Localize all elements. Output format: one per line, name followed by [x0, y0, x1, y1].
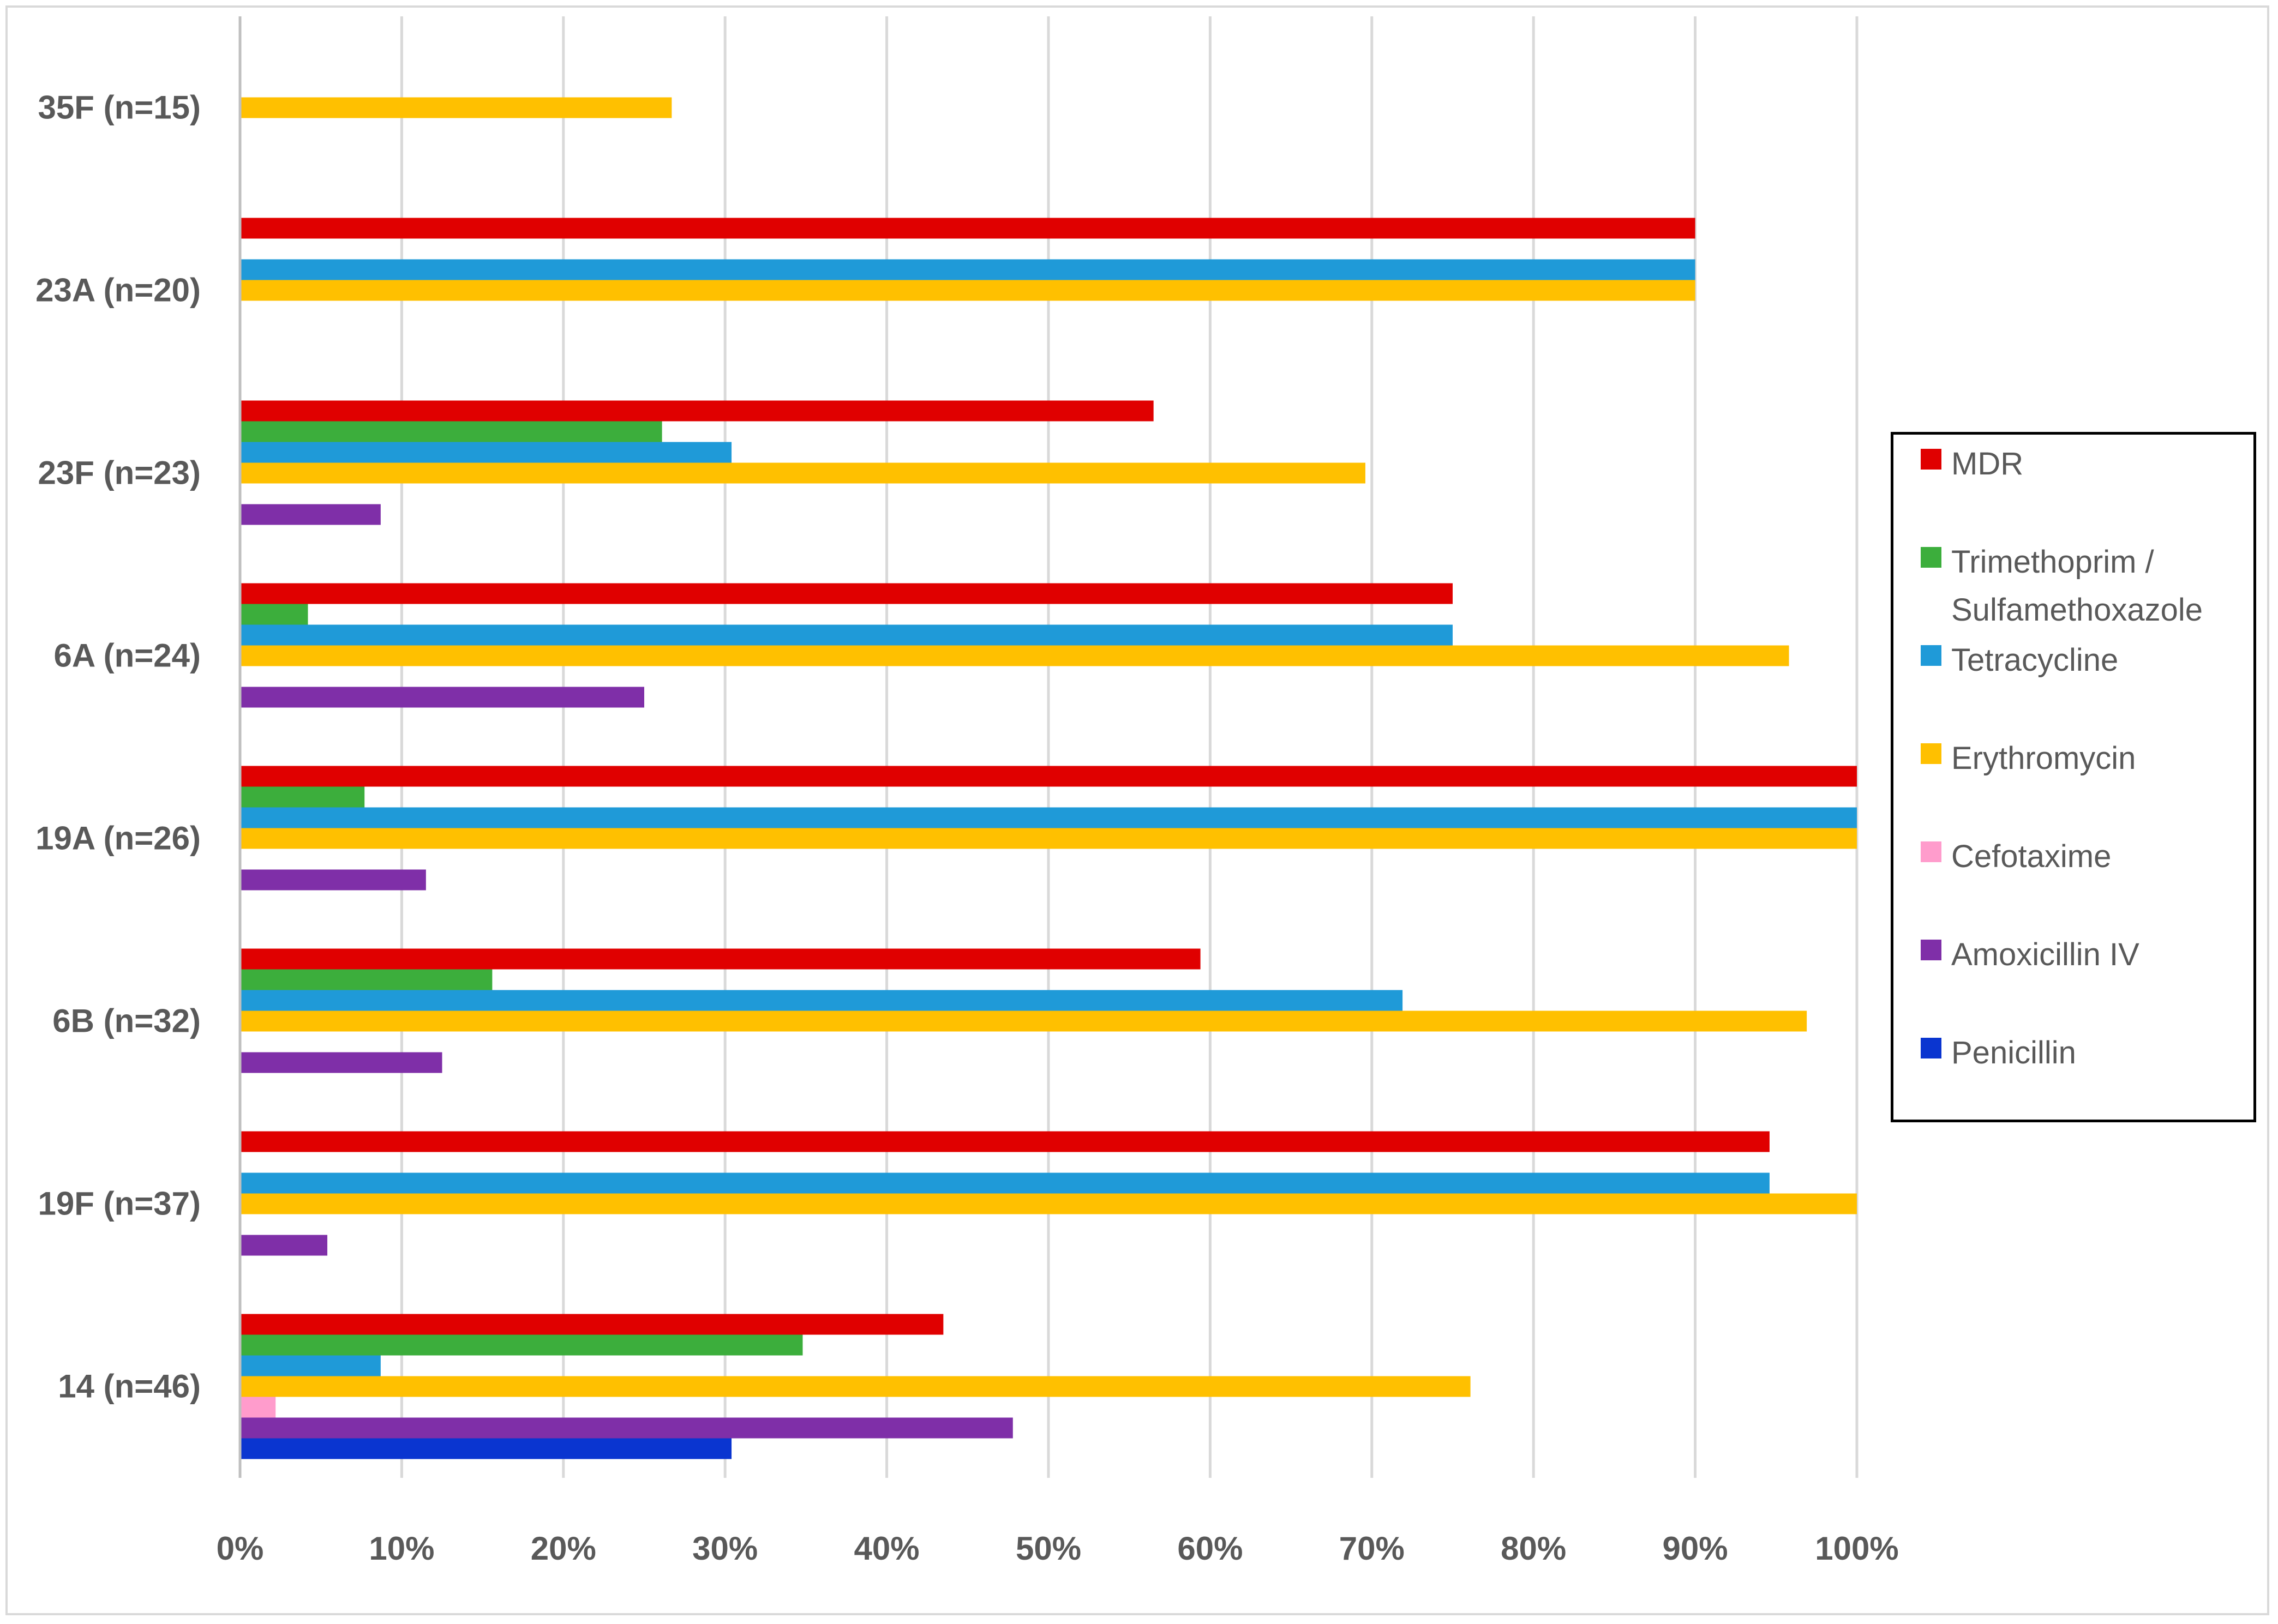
- bar: [240, 97, 672, 118]
- legend-swatch: [1921, 841, 1941, 862]
- legend-label: Tetracycline: [1951, 642, 2119, 678]
- legend-label: Amoxicillin IV: [1951, 937, 2139, 972]
- legend: MDR Trimethoprim / Sulfamethoxazole Tetrac…: [1891, 432, 2256, 1122]
- bar: [240, 766, 1857, 787]
- legend-item: Erythromycin: [1921, 735, 2136, 783]
- x-tick-label: 80%: [1501, 1530, 1566, 1567]
- bar: [240, 1052, 442, 1073]
- category-label: 14 (n=46): [58, 1368, 201, 1405]
- x-tick-labels: 0% 10% 20% 30% 40% 50% 60% 70% 80% 90% 100%: [217, 1530, 1899, 1567]
- bar: [240, 687, 644, 708]
- legend-item: Tetracycline: [1921, 636, 2118, 684]
- x-tick-label: 60%: [1177, 1530, 1243, 1567]
- category-label: 19A (n=26): [35, 820, 201, 857]
- bar: [240, 442, 732, 463]
- bar: [240, 807, 1857, 828]
- legend-swatch: [1921, 1038, 1941, 1058]
- bars: [240, 97, 1857, 1459]
- legend-swatch: [1921, 743, 1941, 764]
- bar: [240, 1417, 1013, 1439]
- bar: [240, 462, 1365, 484]
- bar: [240, 1235, 328, 1256]
- category-labels: 35F (n=15) 23A (n=20) 23F (n=23) 6A (n=24) 1…: [35, 89, 201, 1405]
- bar: [240, 990, 1403, 1011]
- bar: [240, 1011, 1807, 1032]
- legend-label: Trimethoprim / Sulfamethoxazole: [1951, 544, 2203, 628]
- bar: [240, 645, 1789, 666]
- bar: [240, 1376, 1471, 1397]
- x-tick-label: 70%: [1339, 1530, 1405, 1567]
- bar: [240, 869, 426, 891]
- bar: [240, 1438, 732, 1459]
- x-tick-label: 10%: [369, 1530, 434, 1567]
- category-label: 23F (n=23): [38, 455, 201, 491]
- bar: [240, 786, 365, 808]
- legend-label: Penicillin: [1951, 1035, 2076, 1070]
- bar: [240, 1334, 803, 1356]
- bar: [240, 624, 1453, 646]
- category-label: 23A (n=20): [35, 272, 201, 309]
- legend-label: Cefotaxime: [1951, 839, 2112, 874]
- bar: [240, 1397, 276, 1418]
- bar: [240, 828, 1857, 849]
- category-label: 6A (n=24): [53, 637, 201, 674]
- x-tick-label: 20%: [531, 1530, 596, 1567]
- bar: [240, 969, 493, 990]
- bar: [240, 583, 1453, 604]
- category-label: 35F (n=15): [38, 89, 201, 126]
- legend-swatch: [1921, 547, 1941, 568]
- bar: [240, 504, 381, 525]
- bar: [240, 1131, 1770, 1152]
- legend-swatch: [1921, 449, 1941, 470]
- bar: [240, 1355, 381, 1376]
- bar: [240, 259, 1695, 280]
- legend-item: Amoxicillin IV: [1921, 931, 2139, 979]
- x-tick-label: 0%: [217, 1530, 264, 1567]
- bar: [240, 1193, 1857, 1214]
- bar: [240, 400, 1154, 422]
- x-tick-label: 50%: [1016, 1530, 1081, 1567]
- legend-label: Erythromycin: [1951, 741, 2136, 776]
- bar: [240, 1172, 1770, 1194]
- bar: [240, 218, 1695, 239]
- bar: [240, 280, 1695, 301]
- bar: [240, 1314, 944, 1335]
- category-label: 6B (n=32): [52, 1003, 201, 1039]
- bar: [240, 948, 1201, 970]
- bar: [240, 604, 308, 625]
- x-tick-label: 100%: [1815, 1530, 1898, 1567]
- category-label: 19F (n=37): [38, 1186, 201, 1222]
- legend-swatch: [1921, 645, 1941, 666]
- legend-swatch: [1921, 940, 1941, 960]
- legend-label: MDR: [1951, 446, 2024, 482]
- x-tick-label: 40%: [854, 1530, 920, 1567]
- legend-item: Penicillin: [1921, 1029, 2076, 1077]
- legend-item: MDR: [1921, 440, 2023, 488]
- x-tick-label: 30%: [692, 1530, 758, 1567]
- x-tick-label: 90%: [1663, 1530, 1728, 1567]
- bar: [240, 421, 662, 442]
- legend-item: Cefotaxime: [1921, 833, 2111, 881]
- legend-item: Trimethoprim / Sulfamethoxazole: [1921, 538, 2203, 634]
